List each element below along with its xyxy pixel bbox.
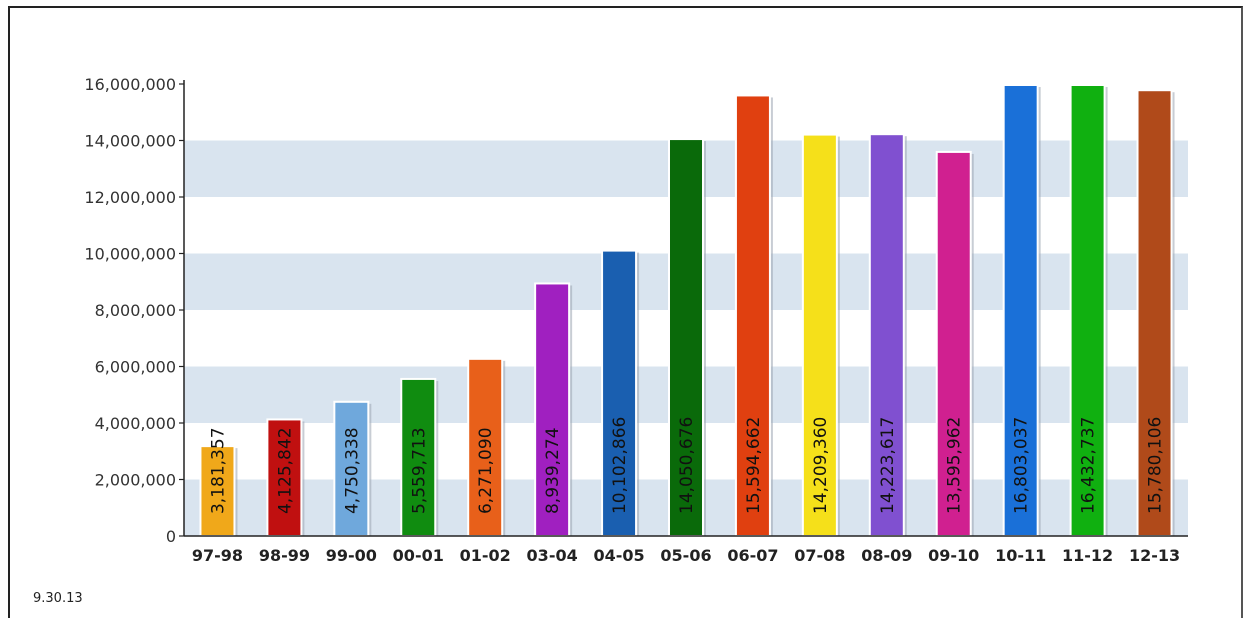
- y-tick-label: 4,000,000: [95, 414, 176, 433]
- data-label: 4,750,338: [342, 427, 362, 514]
- bar: [534, 282, 571, 537]
- chart-frame: [8, 6, 1243, 618]
- data-label: 16,432,737: [1079, 417, 1099, 514]
- data-label: 10,102,866: [610, 417, 630, 514]
- x-tick-label: 98-99: [259, 546, 310, 565]
- x-tick-label: 05-06: [660, 546, 711, 565]
- bars: [199, 84, 1175, 538]
- x-tick-label: 99-00: [326, 546, 377, 565]
- x-tick-label: 03-04: [527, 546, 578, 565]
- data-label: 15,594,662: [744, 417, 764, 514]
- bar: [1069, 84, 1106, 537]
- x-tick-label: 01-02: [460, 546, 511, 565]
- x-tick-label: 12-13: [1129, 546, 1180, 565]
- y-tick-label: 10,000,000: [84, 245, 176, 264]
- y-tick-label: 16,000,000: [84, 75, 176, 94]
- bar: [1136, 89, 1173, 537]
- x-tick-label: 04-05: [593, 546, 644, 565]
- bar: [668, 138, 704, 538]
- y-tick-label: 14,000,000: [84, 132, 176, 151]
- data-label: 8,939,274: [543, 427, 563, 514]
- footnote: 9.30.13: [33, 591, 83, 606]
- data-label: 14,223,617: [878, 417, 898, 514]
- x-tick-label: 07-08: [794, 546, 845, 565]
- data-label: 16,803,037: [1012, 417, 1032, 514]
- data-label: 13,595,962: [945, 417, 965, 514]
- bar: [801, 133, 838, 538]
- x-tick-label: 97-98: [192, 546, 243, 565]
- data-label: 5,559,713: [409, 427, 429, 514]
- data-labels: 3,181,357 4,125,842 4,750,338 5,559,713 6,27…: [208, 417, 1165, 514]
- y-tick-label: 8,000,000: [95, 301, 176, 320]
- bar: [734, 94, 771, 537]
- y-tick-label: 6,000,000: [95, 358, 176, 377]
- data-label: 3,181,357: [208, 427, 228, 514]
- bar: [266, 418, 303, 538]
- bar: [935, 150, 972, 538]
- bar: [400, 377, 437, 537]
- data-label: 14,209,360: [811, 417, 831, 514]
- data-label: 6,271,090: [476, 427, 496, 514]
- x-tick-label: 00-01: [393, 546, 444, 565]
- data-label: 4,125,842: [275, 427, 295, 514]
- data-label: 14,050,676: [677, 417, 697, 514]
- y-tick-label: 12,000,000: [84, 188, 176, 207]
- x-tick-label: 06-07: [727, 546, 778, 565]
- x-tick-label: 08-09: [861, 546, 912, 565]
- axes: 0 2,000,000 4,000,000 6,000,000 8,000,000 10,…: [84, 75, 1188, 565]
- data-label: 15,780,106: [1146, 417, 1166, 514]
- x-tick-label: 10-11: [995, 546, 1046, 565]
- y-tick-label: 2,000,000: [95, 471, 176, 490]
- x-tick-label: 11-12: [1062, 546, 1113, 565]
- x-tick-label: 09-10: [928, 546, 979, 565]
- y-tick-label: 0: [166, 527, 176, 546]
